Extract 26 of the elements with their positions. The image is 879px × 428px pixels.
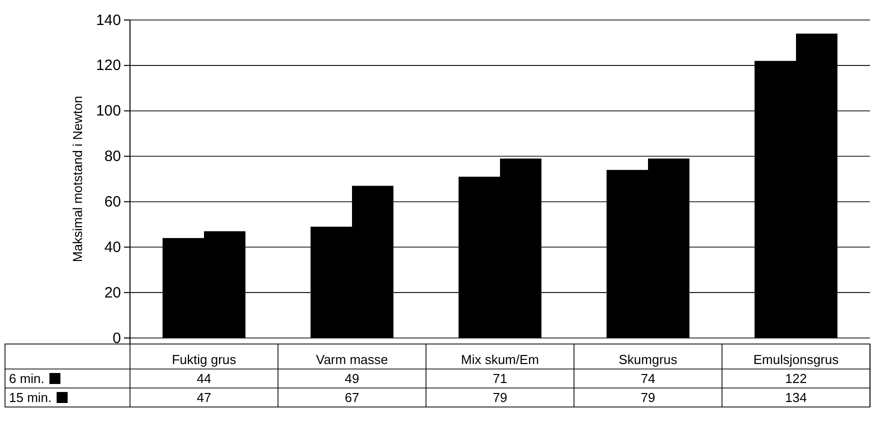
data-label: 67 [344,390,360,405]
y-tick-label: 0 [112,330,121,347]
data-label: 122 [785,371,807,386]
y-tick-label: 40 [104,238,121,256]
legend-label: 15 min. [9,390,52,405]
x-tick-label: Fuktig grus [172,352,237,367]
y-tick-label: 60 [104,194,121,211]
y-tick-label: 120 [96,57,121,74]
x-tick-label: Emulsjonsgrus [753,352,840,367]
x-tick-label: Mix skum/Em [461,352,539,367]
y-tick-label: 100 [96,102,121,120]
y-axis-title: Maksimal motstand i Newton [70,96,85,262]
data-label: 44 [196,371,212,386]
y-tick-label: 20 [104,284,121,302]
y-tick-label: 140 [96,12,121,29]
data-label: 47 [196,390,212,405]
data-label: 79 [492,390,508,405]
data-label: 134 [785,390,807,405]
data-label: 49 [344,371,360,386]
legend-label: 6 min. [9,371,44,386]
x-tick-label: Varm masse [316,352,388,367]
data-label: 74 [640,371,656,386]
data-label: 71 [492,371,508,386]
data-label: 79 [640,390,656,405]
y-tick-label: 80 [104,148,121,166]
x-tick-label: Skumgrus [618,352,678,367]
